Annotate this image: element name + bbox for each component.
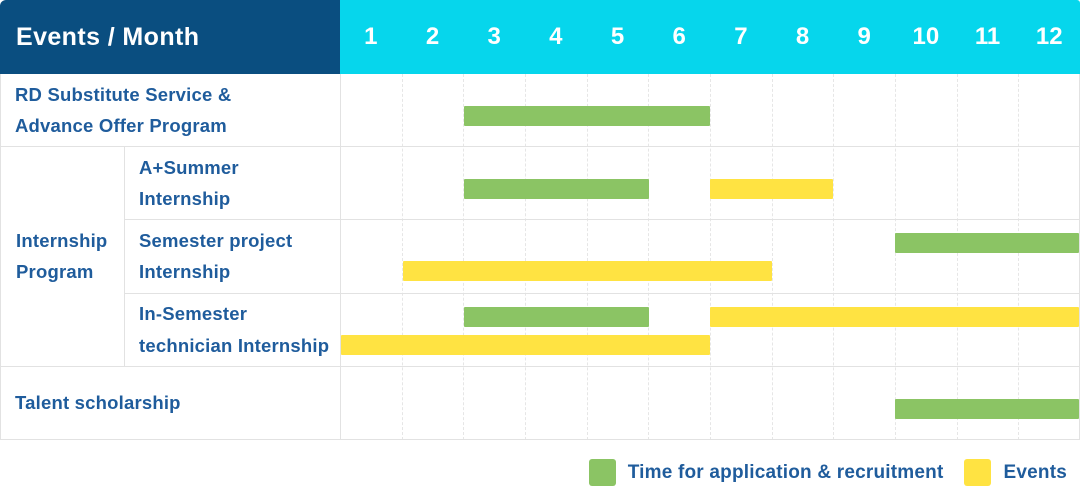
gantt-bar-events bbox=[710, 179, 833, 200]
month-header-8: 8 bbox=[795, 23, 810, 50]
row-label: Talent scholarship bbox=[15, 392, 181, 414]
month-header-11: 11 bbox=[974, 23, 1001, 50]
month-header-7: 7 bbox=[734, 23, 748, 50]
gantt-bar-application bbox=[464, 106, 710, 126]
table-header-row: Events / Month 1 2 3 4 5 6 7 8 9 10 11 12 bbox=[0, 0, 1080, 74]
month-header-2: 2 bbox=[425, 23, 440, 50]
gantt-bar-application bbox=[894, 233, 1079, 254]
row-label-cell: Semester project Internship bbox=[125, 220, 341, 294]
legend-label-application: Time for application & recruitment bbox=[627, 461, 944, 483]
month-header-5: 5 bbox=[610, 23, 625, 50]
month-header-12: 12 bbox=[1035, 23, 1063, 50]
legend-item-events: Events bbox=[964, 459, 1067, 486]
row-label-cell: RD Substitute Service & Advance Offer Pr… bbox=[1, 74, 341, 148]
table-row: Talent scholarship bbox=[1, 366, 1079, 440]
month-header-3: 3 bbox=[487, 23, 501, 50]
row-timeline bbox=[341, 294, 1079, 367]
row-timeline bbox=[341, 367, 1079, 440]
row-timeline bbox=[341, 220, 1079, 294]
legend: Time for application & recruitment Events bbox=[588, 459, 1067, 486]
month-header-9: 9 bbox=[857, 23, 871, 50]
events-month-header-cell: Events / Month bbox=[0, 0, 340, 74]
legend-label-events: Events bbox=[1003, 461, 1067, 483]
legend-swatch-application bbox=[588, 459, 616, 486]
row-label: In-Semester technician Internship bbox=[139, 303, 330, 356]
table-row: RD Substitute Service & Advance Offer Pr… bbox=[1, 74, 1079, 148]
row-label-cell: A+Summer Internship bbox=[125, 147, 341, 221]
table-row: A+Summer Internship bbox=[1, 147, 1079, 221]
group-cell-internship-program: Internship Program bbox=[1, 147, 125, 367]
rows-container: RD Substitute Service & Advance Offer Pr… bbox=[1, 74, 1079, 440]
month-header-4: 4 bbox=[549, 23, 563, 50]
gantt-bar-application bbox=[894, 398, 1079, 419]
gantt-bar-events bbox=[341, 334, 710, 355]
page-title: Events / Month bbox=[16, 22, 200, 51]
table-row: In-Semester technician Internship bbox=[1, 293, 1079, 367]
row-timeline bbox=[341, 74, 1079, 148]
row-label: Semester project Internship bbox=[139, 230, 293, 283]
month-header-1: 1 bbox=[364, 23, 378, 50]
row-label: RD Substitute Service & Advance Offer Pr… bbox=[15, 83, 232, 137]
table-row: Semester project Internship bbox=[1, 220, 1079, 294]
month-header-10: 10 bbox=[912, 23, 940, 50]
gantt-bar-events bbox=[402, 261, 772, 282]
gantt-bar-application bbox=[464, 179, 649, 200]
legend-swatch-events bbox=[964, 459, 992, 486]
month-header-6: 6 bbox=[672, 23, 686, 50]
row-timeline bbox=[341, 147, 1079, 221]
gantt-body: RD Substitute Service & Advance Offer Pr… bbox=[0, 74, 1080, 440]
row-label-cell: In-Semester technician Internship bbox=[125, 293, 341, 367]
row-label-cell: Talent scholarship bbox=[1, 366, 341, 440]
gantt-bar-events bbox=[710, 306, 1079, 327]
legend-item-application: Time for application & recruitment bbox=[588, 459, 944, 486]
gantt-bar-application bbox=[464, 306, 649, 327]
group-label: Internship Program bbox=[16, 230, 108, 283]
months-row: 1 2 3 4 5 6 7 8 9 10 11 12 bbox=[340, 0, 1080, 74]
row-label: A+Summer Internship bbox=[139, 156, 239, 210]
